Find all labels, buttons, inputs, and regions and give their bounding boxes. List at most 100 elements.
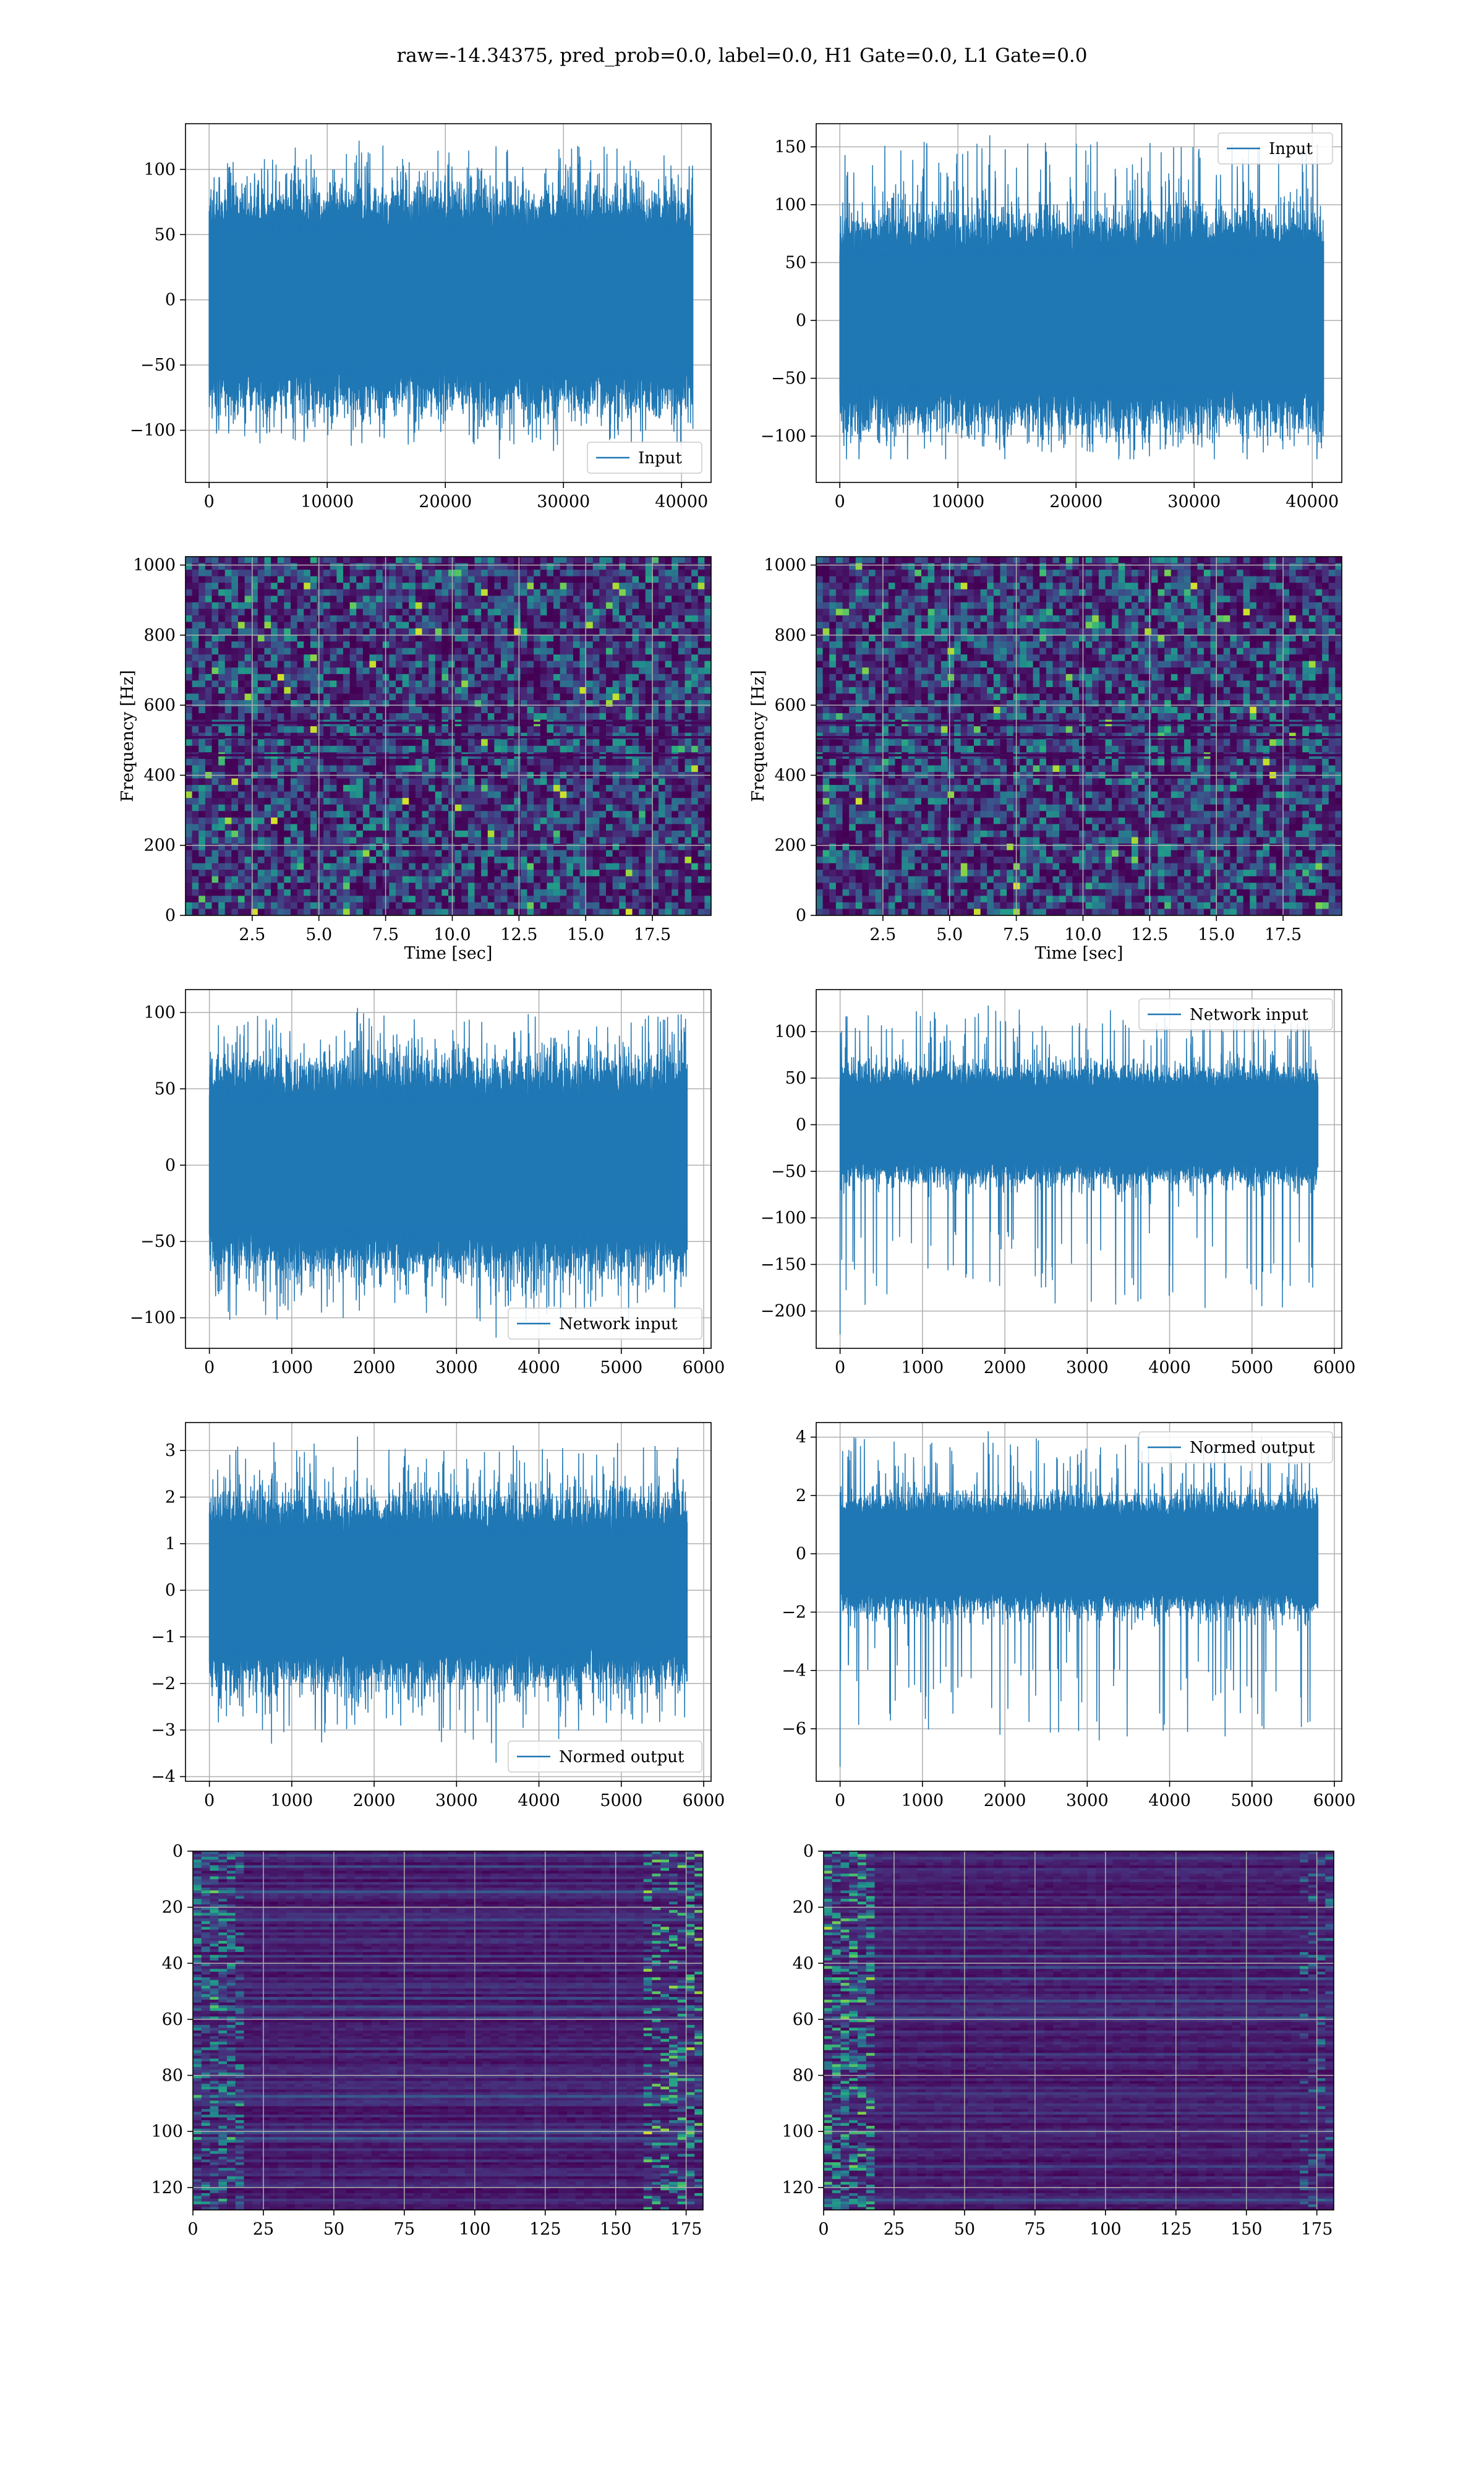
y-tick-label: 0 [796, 906, 806, 925]
y-tick-label: 100 [774, 1022, 806, 1042]
x-tick-label: 0 [835, 1791, 845, 1810]
x-tick-label: 2000 [353, 1358, 396, 1377]
series-line-raw-right [839, 135, 1324, 460]
legend-box [1217, 132, 1333, 165]
x-tick-label: 75 [394, 2220, 415, 2239]
x-tick-label: 7.5 [1003, 925, 1030, 944]
y-tick-label: −50 [140, 1232, 176, 1251]
x-tick-label: 10.0 [1064, 925, 1101, 944]
series-line-net-right [839, 1005, 1319, 1335]
y-tick-label: 0 [165, 1156, 176, 1175]
x-tick-label: 4000 [518, 1358, 560, 1377]
legend-entry: Normed output [1190, 1439, 1315, 1457]
y-tick-label: −4 [782, 1661, 806, 1680]
legend-box [1138, 1431, 1333, 1463]
y-tick-label: −50 [140, 356, 176, 375]
x-tick-label: 2.5 [239, 925, 265, 944]
x-tick-label: 12.5 [500, 925, 537, 944]
panel-net-left: 0 1000 2000 3000 4000 5000 6000 −100 −50 0 50 100 Ne… [130, 989, 725, 1377]
y-tick-label: 400 [143, 766, 176, 785]
y-tick-label: −2 [782, 1603, 806, 1622]
series-line-raw-left [208, 140, 694, 460]
y-tick-label: 120 [151, 2178, 183, 2198]
legend-raw-left: Input [587, 442, 702, 474]
x-tick-label: 12.5 [1131, 925, 1168, 944]
y-tick-label: 4 [796, 1428, 806, 1447]
y-tick-label: 0 [803, 1842, 814, 1861]
grid-feat-right [823, 1851, 1334, 2210]
x-tick-label: 75 [1025, 2220, 1046, 2239]
x-tick-label: 125 [529, 2220, 561, 2239]
x-tick-label: 100 [459, 2220, 491, 2239]
legend-net-right: Network input [1138, 998, 1333, 1030]
legend-entry: Normed output [559, 1748, 684, 1766]
heatmap-spec-left [186, 557, 711, 915]
x-tick-label: 1000 [271, 1358, 313, 1377]
x-tick-label: 30000 [1167, 492, 1221, 511]
panel-raw-left: 0 10000 20000 30000 40000 −100 −50 0 50 100 Input [130, 123, 712, 511]
series-line-norm-left [208, 1436, 688, 1763]
y-tick-label: −150 [761, 1255, 806, 1274]
y-tick-label: −3 [151, 1721, 176, 1740]
x-tick-label: 125 [1160, 2220, 1192, 2239]
figure-title: raw=-14.34375, pred_prob=0.0, label=0.0,… [396, 45, 1087, 67]
y-tick-label: 100 [151, 2122, 183, 2141]
y-tick-label: 40 [162, 1954, 183, 1973]
y-tick-label: −2 [151, 1674, 176, 1693]
y-tick-label: 50 [785, 1069, 806, 1088]
y-tick-label: −4 [151, 1767, 176, 1786]
x-tick-label: 15.0 [567, 925, 604, 944]
grid-feat-left [192, 1851, 703, 2210]
x-tick-label: 30000 [537, 492, 590, 511]
x-tick-label: 4000 [1148, 1791, 1191, 1810]
x-tick-label: 0 [204, 1791, 215, 1810]
x-tick-label: 5.0 [305, 925, 332, 944]
legend-box [1138, 998, 1333, 1030]
legend-box [508, 1308, 702, 1340]
y-tick-label: 80 [793, 2066, 814, 2086]
y-tick-label: 0 [796, 1115, 806, 1134]
y-tick-label: 600 [143, 696, 176, 715]
y-tick-label: 50 [155, 1079, 176, 1098]
panel-spec-left: 2.5 5.0 7.5 10.0 12.5 15.0 17.5 0 200 400 600 800 10… [118, 556, 712, 963]
y-axis-label: Frequency [Hz] [749, 670, 768, 802]
x-tick-label: 0 [835, 492, 845, 511]
panel-feat-right: 0 25 50 75 100 125 150 175 0 20 40 60 80 100 120 [782, 1842, 1334, 2239]
panel-spec-right: 2.5 5.0 7.5 10.0 12.5 15.0 17.5 0 200 400 600 800 10… [749, 556, 1342, 963]
x-tick-label: 3000 [1066, 1791, 1109, 1810]
axes-frame-feat-left [192, 1851, 704, 2211]
panel-norm-right: 0 1000 2000 3000 4000 5000 6000 −6 −4 −2 0 2 4 Normed… [782, 1422, 1355, 1810]
x-tick-label: 0 [204, 492, 215, 511]
y-tick-label: 40 [793, 1954, 814, 1973]
y-tick-label: 20 [162, 1898, 183, 1917]
y-tick-label: 100 [774, 195, 806, 215]
heatmap-feat-left [193, 1851, 703, 2210]
y-tick-label: 0 [165, 291, 176, 310]
x-tick-label: 3000 [1066, 1358, 1109, 1377]
y-tick-label: 0 [796, 1544, 806, 1564]
x-tick-label: 175 [1301, 2220, 1333, 2239]
y-tick-label: 100 [143, 1003, 176, 1022]
x-tick-label: 2.5 [869, 925, 896, 944]
y-tick-label: 2 [796, 1486, 806, 1505]
y-tick-label: 800 [774, 626, 806, 645]
x-tick-label: 20000 [1049, 492, 1102, 511]
x-tick-label: 5000 [600, 1358, 642, 1377]
x-tick-label: 25 [253, 2220, 274, 2239]
y-tick-label: 100 [782, 2122, 814, 2141]
y-tick-label: 80 [162, 2066, 183, 2086]
x-tick-label: 5.0 [936, 925, 963, 944]
x-tick-label: 10000 [931, 492, 984, 511]
series-line-net-left [208, 1008, 688, 1338]
y-tick-label: −1 [151, 1627, 176, 1646]
y-tick-label: −100 [130, 1309, 176, 1328]
x-tick-label: 17.5 [1264, 925, 1302, 944]
x-tick-label: 6000 [1313, 1358, 1356, 1377]
axes-frame-net-left [185, 989, 712, 1349]
legend-entry: Network input [1190, 1006, 1308, 1024]
legend-norm-right: Normed output [1138, 1431, 1333, 1463]
x-tick-label: 0 [818, 2220, 829, 2239]
axes-frame-norm-left [185, 1422, 712, 1782]
y-tick-label: 3 [165, 1441, 176, 1460]
